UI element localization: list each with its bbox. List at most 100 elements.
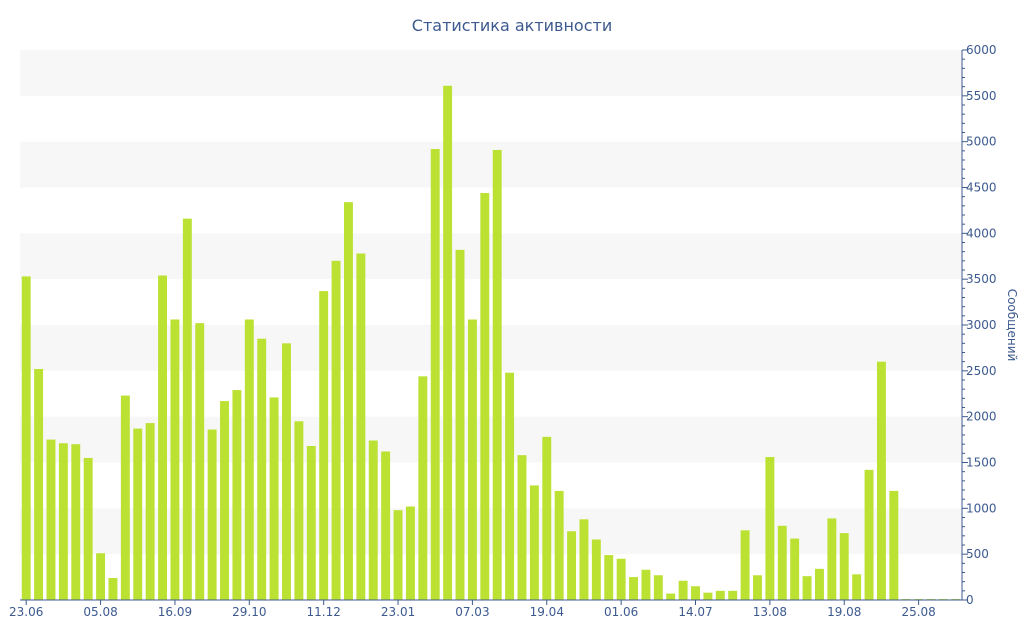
bar[interactable] (591, 539, 601, 601)
bar[interactable] (368, 440, 378, 601)
bar[interactable] (864, 469, 874, 600)
bar[interactable] (244, 319, 254, 601)
bar[interactable] (108, 578, 118, 600)
bar[interactable] (58, 443, 68, 600)
bar[interactable] (691, 586, 700, 600)
bar[interactable] (529, 485, 539, 600)
bar[interactable] (467, 319, 477, 601)
x-tick-label: 13.08 (753, 605, 787, 619)
bar[interactable] (455, 249, 465, 600)
x-tick-label: 11.12 (306, 605, 340, 619)
bar[interactable] (517, 455, 527, 600)
y-axis-label: Сообщений (1005, 289, 1019, 362)
bar[interactable] (294, 421, 304, 600)
y-tick-label: 5000 (966, 135, 997, 149)
bar[interactable] (852, 574, 862, 600)
bar[interactable] (703, 592, 713, 600)
bar[interactable] (889, 490, 899, 600)
bar[interactable] (666, 593, 676, 600)
bar[interactable] (83, 457, 93, 600)
grid-band (20, 141, 962, 188)
bar[interactable] (158, 275, 167, 601)
bar[interactable] (715, 590, 725, 600)
x-tick-label: 01.06 (604, 605, 638, 619)
bar[interactable] (579, 519, 589, 600)
bar[interactable] (220, 401, 229, 600)
bar[interactable] (753, 575, 762, 600)
chart-title: Статистика активности (412, 16, 612, 35)
bar[interactable] (815, 568, 824, 600)
bar[interactable] (21, 276, 31, 600)
bar[interactable] (827, 518, 837, 600)
bar[interactable] (765, 457, 775, 600)
bar[interactable] (182, 218, 192, 601)
bar[interactable] (356, 253, 366, 601)
bar[interactable] (418, 376, 428, 600)
bar[interactable] (71, 444, 81, 600)
bar[interactable] (554, 490, 564, 600)
x-tick-label: 14.07 (678, 605, 712, 619)
bar[interactable] (120, 395, 130, 600)
bar[interactable] (344, 202, 353, 601)
bar[interactable] (728, 590, 738, 600)
x-tick-label: 23.06 (9, 605, 43, 619)
x-tick-label: 05.08 (83, 605, 117, 619)
bar[interactable] (480, 193, 490, 600)
bar[interactable] (443, 85, 453, 600)
bar[interactable] (505, 372, 515, 600)
bar[interactable] (257, 338, 267, 600)
bar[interactable] (653, 575, 663, 600)
bar[interactable] (740, 530, 750, 600)
bar[interactable] (133, 428, 143, 600)
bar[interactable] (331, 260, 341, 600)
bar[interactable] (170, 319, 180, 601)
bar[interactable] (306, 446, 316, 600)
y-tick-label: 2000 (966, 410, 997, 424)
x-axis: 23.06 05.08 16.09 29.10 11.12 23.01 07.03 19.04… (9, 599, 962, 619)
y-tick-label: 0 (966, 593, 974, 607)
y-tick-label: 6000 (966, 43, 997, 57)
bar[interactable] (405, 506, 415, 601)
bar[interactable] (381, 451, 391, 601)
bar[interactable] (604, 555, 614, 600)
y-tick-label: 500 (966, 547, 989, 561)
bars-group (21, 85, 961, 601)
bar[interactable] (96, 553, 106, 600)
bar[interactable] (145, 423, 155, 600)
grid-bands (20, 50, 962, 555)
bar[interactable] (207, 429, 217, 601)
bar[interactable] (790, 538, 800, 600)
bar[interactable] (777, 525, 787, 600)
bar[interactable] (802, 576, 812, 600)
bar[interactable] (641, 569, 651, 600)
bar[interactable] (567, 531, 577, 600)
bar[interactable] (195, 323, 205, 600)
bar[interactable] (34, 369, 44, 600)
x-tick-label: 25.08 (901, 605, 935, 619)
bar[interactable] (282, 343, 291, 600)
bar[interactable] (492, 149, 502, 601)
x-tick-label: 23.01 (381, 605, 415, 619)
bar[interactable] (393, 510, 403, 600)
bar[interactable] (876, 361, 886, 600)
bar[interactable] (232, 390, 242, 600)
x-tick-label: 07.03 (455, 605, 489, 619)
bar[interactable] (678, 580, 688, 600)
y-tick-label: 1500 (966, 456, 997, 470)
x-tick-label: 19.04 (530, 605, 564, 619)
bar[interactable] (542, 436, 552, 600)
x-tick-label: 29.10 (232, 605, 266, 619)
bar[interactable] (269, 397, 279, 600)
y-axis: 0 500 1000 1500 2000 2500 3000 3500 4000 4500 5000… (961, 43, 997, 607)
bar[interactable] (839, 533, 849, 600)
y-tick-label: 4500 (966, 181, 997, 195)
y-tick-label: 4000 (966, 226, 997, 240)
bar[interactable] (46, 439, 56, 600)
bar[interactable] (629, 577, 638, 600)
bar[interactable] (616, 558, 626, 600)
y-tick-label: 2500 (966, 364, 997, 378)
bar[interactable] (430, 149, 440, 600)
grid-band (20, 50, 962, 96)
bar[interactable] (319, 291, 329, 600)
